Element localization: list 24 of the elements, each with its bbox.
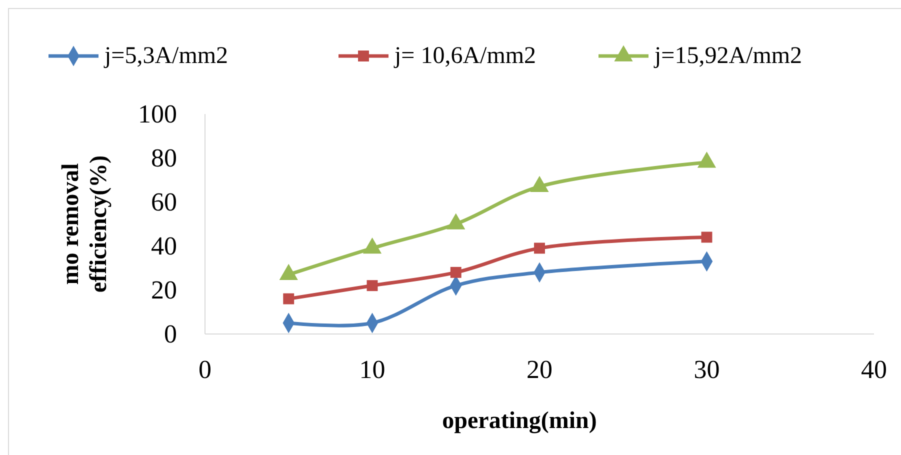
y-tick-label: 80 xyxy=(151,144,177,172)
y-tick-label: 20 xyxy=(151,276,177,304)
legend-label: j= 10,6A/mm2 xyxy=(394,43,536,69)
point xyxy=(283,293,294,304)
point xyxy=(530,176,549,192)
x-tick-label: 40 xyxy=(861,355,887,384)
point xyxy=(366,280,378,292)
x-tick-label: 0 xyxy=(198,355,212,384)
y-tick-label: 100 xyxy=(138,100,177,128)
y-axis-title: mo removal efficiency(%) xyxy=(58,155,112,293)
legend-label: j=15,92A/mm2 xyxy=(654,43,802,69)
point xyxy=(697,152,716,168)
x-axis-title: operating(min) xyxy=(442,408,597,434)
y-tick-label: 60 xyxy=(151,188,177,216)
legend-label: j=5,3A/mm2 xyxy=(104,43,228,69)
x-tick-label: 20 xyxy=(526,355,552,384)
y-tick-label: 0 xyxy=(164,320,177,348)
point xyxy=(446,213,466,230)
point xyxy=(450,266,462,278)
point xyxy=(534,242,545,254)
x-tick-label: 10 xyxy=(359,355,386,384)
point xyxy=(701,232,712,243)
y-tick-label: 40 xyxy=(151,232,177,260)
x-tick-label: 30 xyxy=(694,355,720,384)
